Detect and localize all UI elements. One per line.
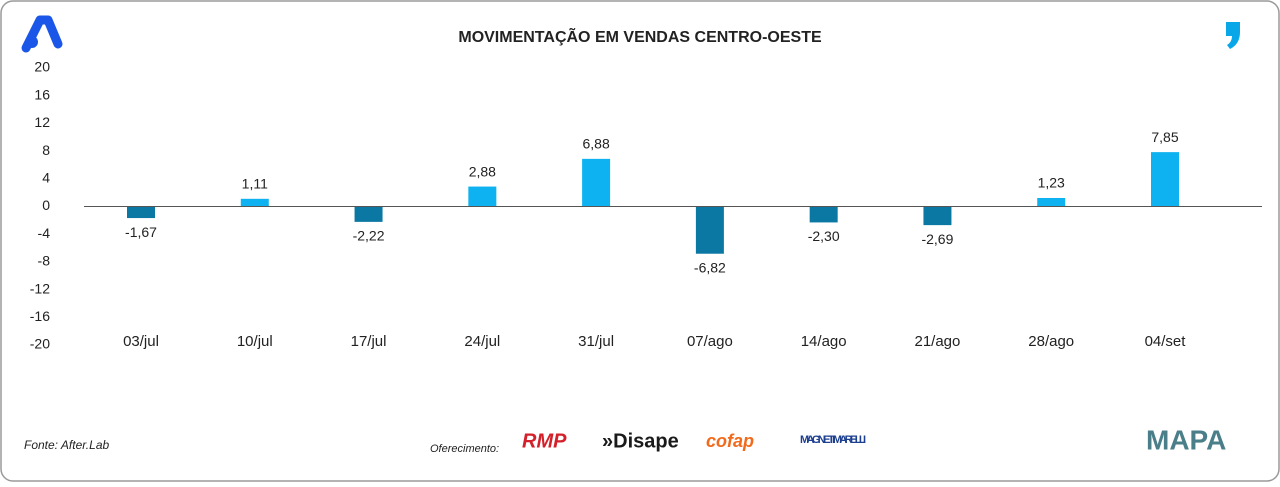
- y-tick-label: 8: [42, 142, 50, 158]
- y-tick-label: -12: [30, 280, 50, 296]
- x-tick-label: 21/ago: [914, 333, 960, 350]
- y-tick-label: 12: [34, 114, 50, 130]
- y-tick-label: -20: [30, 336, 50, 352]
- bar: [1037, 197, 1066, 207]
- x-tick-label: 14/ago: [801, 333, 847, 350]
- y-tick-label: 16: [34, 86, 50, 102]
- y-tick-label: 20: [34, 59, 50, 75]
- x-tick-label: 03/jul: [123, 333, 159, 350]
- value-label: -2,22: [353, 228, 385, 244]
- bar: [923, 206, 952, 226]
- bar: [127, 206, 155, 219]
- bar: [809, 206, 838, 223]
- value-label: 1,23: [1038, 175, 1065, 191]
- x-tick-label: 17/jul: [351, 333, 387, 350]
- x-tick-label: 10/jul: [237, 333, 273, 350]
- value-label: -2,30: [808, 228, 840, 244]
- y-tick-label: -16: [30, 308, 50, 324]
- y-tick-label: 0: [42, 197, 50, 213]
- bar: [695, 206, 724, 254]
- x-tick-label: 07/ago: [687, 333, 733, 350]
- bar: [354, 206, 383, 222]
- sponsor-logo: cofap: [706, 431, 754, 451]
- chart-title: MOVIMENTAÇÃO EM VENDAS CENTRO-OESTE: [458, 26, 822, 46]
- bar: [582, 158, 611, 207]
- value-label: 2,88: [469, 163, 496, 179]
- y-tick-label: -8: [38, 253, 51, 269]
- logo-a: [21, 15, 63, 53]
- logo-comma: [1226, 22, 1240, 49]
- value-label: -1,67: [125, 224, 157, 240]
- sponsor-logo: MAGNETI MARELLI: [800, 434, 866, 446]
- y-tick-label: 4: [42, 170, 50, 186]
- bar: [240, 198, 269, 207]
- x-tick-label: 04/set: [1145, 333, 1187, 350]
- brand-logo: MAPA: [1146, 424, 1226, 455]
- value-label: -2,69: [921, 231, 953, 247]
- source: Fonte: After.Lab: [24, 438, 109, 452]
- bar: [468, 186, 497, 207]
- y-tick-label: -4: [38, 225, 51, 241]
- x-tick-label: 31/jul: [578, 333, 614, 350]
- value-label: 7,85: [1151, 129, 1178, 145]
- value-label: -6,82: [694, 259, 726, 275]
- sponsor-logo: RMP: [522, 430, 567, 452]
- sponsor-label: Oferecimento:: [430, 443, 499, 455]
- x-tick-label: 28/ago: [1028, 333, 1074, 350]
- x-tick-label: 24/jul: [464, 333, 500, 350]
- sponsor-logo: »Disape: [602, 430, 679, 452]
- value-label: 6,88: [582, 136, 609, 152]
- value-label: 1,11: [242, 176, 268, 192]
- bar: [1151, 152, 1179, 207]
